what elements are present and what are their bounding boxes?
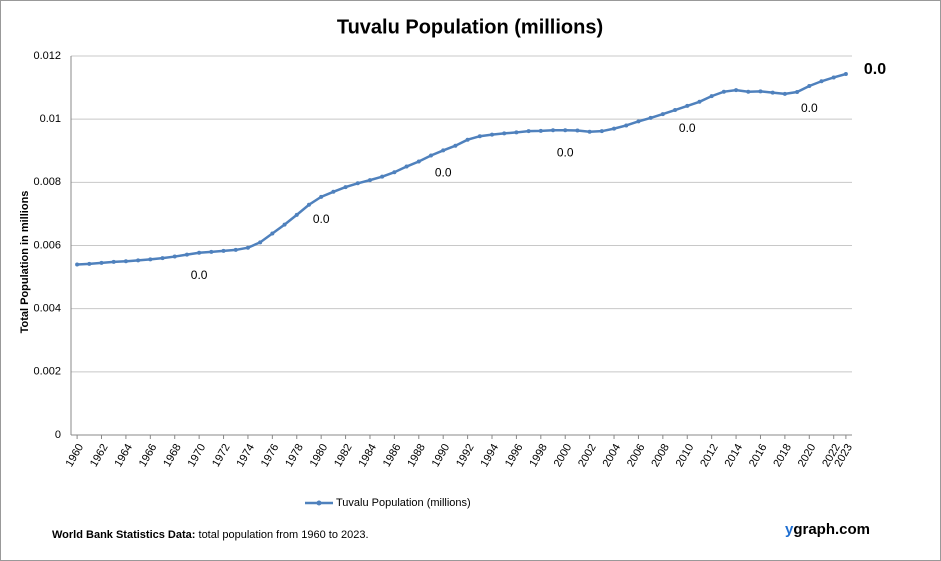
data-point bbox=[465, 137, 470, 142]
data-label: 0.0 bbox=[435, 166, 452, 180]
data-point bbox=[612, 126, 617, 131]
data-point bbox=[551, 128, 556, 133]
data-point bbox=[782, 91, 787, 96]
data-point bbox=[123, 259, 128, 264]
brand-prefix: y bbox=[785, 521, 794, 538]
data-point bbox=[380, 174, 385, 179]
data-point bbox=[477, 134, 482, 139]
data-point bbox=[355, 181, 360, 186]
data-point bbox=[758, 89, 763, 94]
data-point bbox=[709, 94, 714, 99]
data-point bbox=[197, 250, 202, 255]
data-point bbox=[734, 88, 739, 93]
data-point bbox=[843, 72, 848, 77]
source-text: total population from 1960 to 2023. bbox=[195, 529, 368, 541]
data-point bbox=[697, 99, 702, 104]
series-line bbox=[77, 72, 847, 266]
data-point bbox=[514, 130, 519, 135]
data-point bbox=[831, 75, 836, 80]
data-point bbox=[575, 128, 580, 133]
brand: ygraph.com bbox=[785, 521, 870, 538]
data-point bbox=[502, 131, 507, 136]
data-point bbox=[160, 256, 165, 261]
data-point bbox=[526, 129, 531, 134]
data-point bbox=[648, 115, 653, 120]
data-point bbox=[209, 249, 214, 254]
y-tick-label: 0.008 bbox=[33, 176, 61, 188]
data-point bbox=[392, 170, 397, 175]
data-label: 0.0 bbox=[801, 101, 818, 115]
data-point bbox=[819, 79, 824, 84]
data-point bbox=[746, 89, 751, 94]
y-axis-title: Total Population in millions bbox=[19, 191, 31, 334]
data-label: 0.0 bbox=[679, 121, 696, 135]
data-point bbox=[258, 240, 263, 245]
data-point bbox=[172, 254, 177, 259]
data-point bbox=[453, 143, 458, 148]
data-point bbox=[111, 259, 116, 264]
data-point bbox=[319, 194, 324, 199]
data-label: 0.0 bbox=[191, 268, 208, 282]
data-point bbox=[404, 164, 409, 169]
data-point bbox=[99, 260, 104, 265]
data-point bbox=[75, 262, 80, 267]
chart-title: Tuvalu Population (millions) bbox=[337, 16, 603, 38]
data-point bbox=[563, 128, 568, 133]
data-point bbox=[245, 245, 250, 250]
data-point bbox=[685, 103, 690, 108]
data-label: 0.0 bbox=[557, 145, 574, 159]
data-point bbox=[294, 212, 299, 217]
data-point bbox=[343, 185, 348, 190]
data-point bbox=[306, 202, 311, 207]
data-point bbox=[441, 148, 446, 153]
data-point bbox=[490, 132, 495, 137]
data-point bbox=[331, 189, 336, 194]
source-bold: World Bank Statistics Data: bbox=[52, 529, 195, 541]
data-point bbox=[807, 84, 812, 89]
data-point bbox=[270, 231, 275, 236]
data-point bbox=[770, 90, 775, 95]
data-point bbox=[587, 129, 592, 134]
y-tick-label: 0.004 bbox=[33, 303, 61, 315]
brand-rest: graph.com bbox=[793, 521, 870, 538]
data-point bbox=[624, 123, 629, 128]
legend-marker bbox=[316, 500, 322, 506]
data-point bbox=[636, 119, 641, 124]
legend-label: Tuvalu Population (millions) bbox=[336, 497, 471, 509]
data-point bbox=[184, 252, 189, 257]
data-point bbox=[233, 247, 238, 252]
y-tick-label: 0 bbox=[55, 429, 61, 441]
data-point bbox=[428, 153, 433, 158]
data-point bbox=[660, 112, 665, 117]
y-tick-label: 0.002 bbox=[33, 366, 61, 378]
data-point bbox=[795, 90, 800, 95]
data-point bbox=[721, 89, 726, 94]
data-point bbox=[538, 128, 543, 133]
data-point bbox=[282, 222, 287, 227]
y-tick-label: 0.01 bbox=[40, 113, 61, 125]
data-point bbox=[87, 261, 92, 266]
data-point bbox=[599, 129, 604, 134]
y-tick-label: 0.006 bbox=[33, 239, 61, 251]
data-label: 0.0 bbox=[313, 212, 330, 226]
y-tick-label: 0.012 bbox=[33, 50, 61, 62]
data-point bbox=[673, 108, 678, 113]
data-point bbox=[416, 159, 421, 164]
data-label: 0.0 bbox=[864, 61, 886, 78]
data-point bbox=[367, 178, 372, 183]
data-point bbox=[148, 257, 153, 262]
data-point bbox=[221, 248, 226, 253]
source-note: World Bank Statistics Data: total popula… bbox=[52, 529, 369, 541]
data-point bbox=[136, 258, 141, 263]
